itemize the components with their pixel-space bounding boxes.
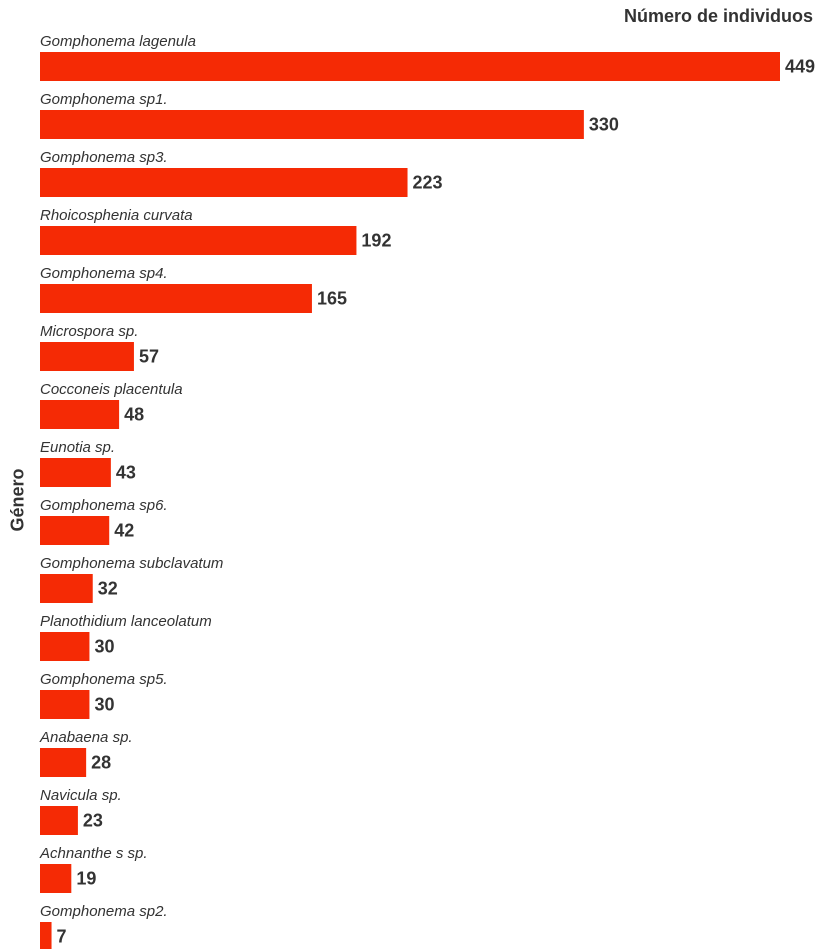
bar [40,690,90,719]
value-label: 23 [83,811,103,831]
value-label: 43 [116,463,136,483]
x-axis-label: Número de individuos [623,6,813,26]
bar [40,226,357,255]
category-label: Gomphonema sp6. [40,497,168,514]
category-label: Achnanthe s sp. [39,845,148,862]
bar [40,458,111,487]
bar [40,110,584,139]
category-label: Microspora sp. [40,323,138,340]
category-label: Gomphonema sp3. [40,149,168,166]
value-label: 192 [361,231,391,251]
category-label: Gomphonema sp5. [40,671,168,688]
bar [40,632,90,661]
bar [40,400,120,429]
category-label: Gomphonema sp4. [40,265,168,282]
value-label: 30 [94,637,114,657]
bar [40,52,780,81]
category-label: Eunotia sp. [40,439,115,456]
value-label: 48 [124,405,144,425]
bar [40,748,87,777]
bar [40,342,134,371]
category-label: Rhoicosphenia curvata [40,207,193,224]
value-label: 449 [785,57,815,77]
category-label: Gomphonema lagenula [40,33,196,50]
bar [40,922,52,949]
value-label: 330 [589,115,619,135]
category-label: Cocconeis placentula [40,381,183,398]
value-label: 28 [91,753,111,773]
value-label: 42 [114,521,134,541]
category-label: Anabaena sp. [39,729,133,746]
value-label: 30 [94,695,114,715]
value-label: 57 [139,347,159,367]
value-label: 7 [57,927,67,947]
category-label: Gomphonema sp1. [40,91,168,108]
bar [40,516,110,545]
category-label: Gomphonema subclavatum [40,555,223,572]
category-label: Gomphonema sp2. [40,903,168,920]
value-label: 19 [76,869,96,889]
value-label: 223 [413,173,443,193]
category-label: Navicula sp. [40,787,122,804]
bar [40,168,408,197]
category-label: Planothidium lanceolatum [40,613,212,630]
value-label: 32 [98,579,118,599]
bar [40,574,93,603]
bar [40,806,78,835]
bar [40,864,72,893]
bar [40,284,312,313]
value-label: 165 [317,289,347,309]
